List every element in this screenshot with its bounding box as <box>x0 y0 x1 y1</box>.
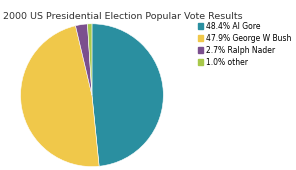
Wedge shape <box>75 24 92 95</box>
Text: 2000 US Presidential Election Popular Vote Results: 2000 US Presidential Election Popular Vo… <box>3 12 243 21</box>
Legend: 48.4% Al Gore, 47.9% George W Bush, 2.7% Ralph Nader, 1.0% other: 48.4% Al Gore, 47.9% George W Bush, 2.7%… <box>197 21 292 67</box>
Wedge shape <box>87 24 92 95</box>
Wedge shape <box>92 24 163 166</box>
Wedge shape <box>20 26 99 167</box>
